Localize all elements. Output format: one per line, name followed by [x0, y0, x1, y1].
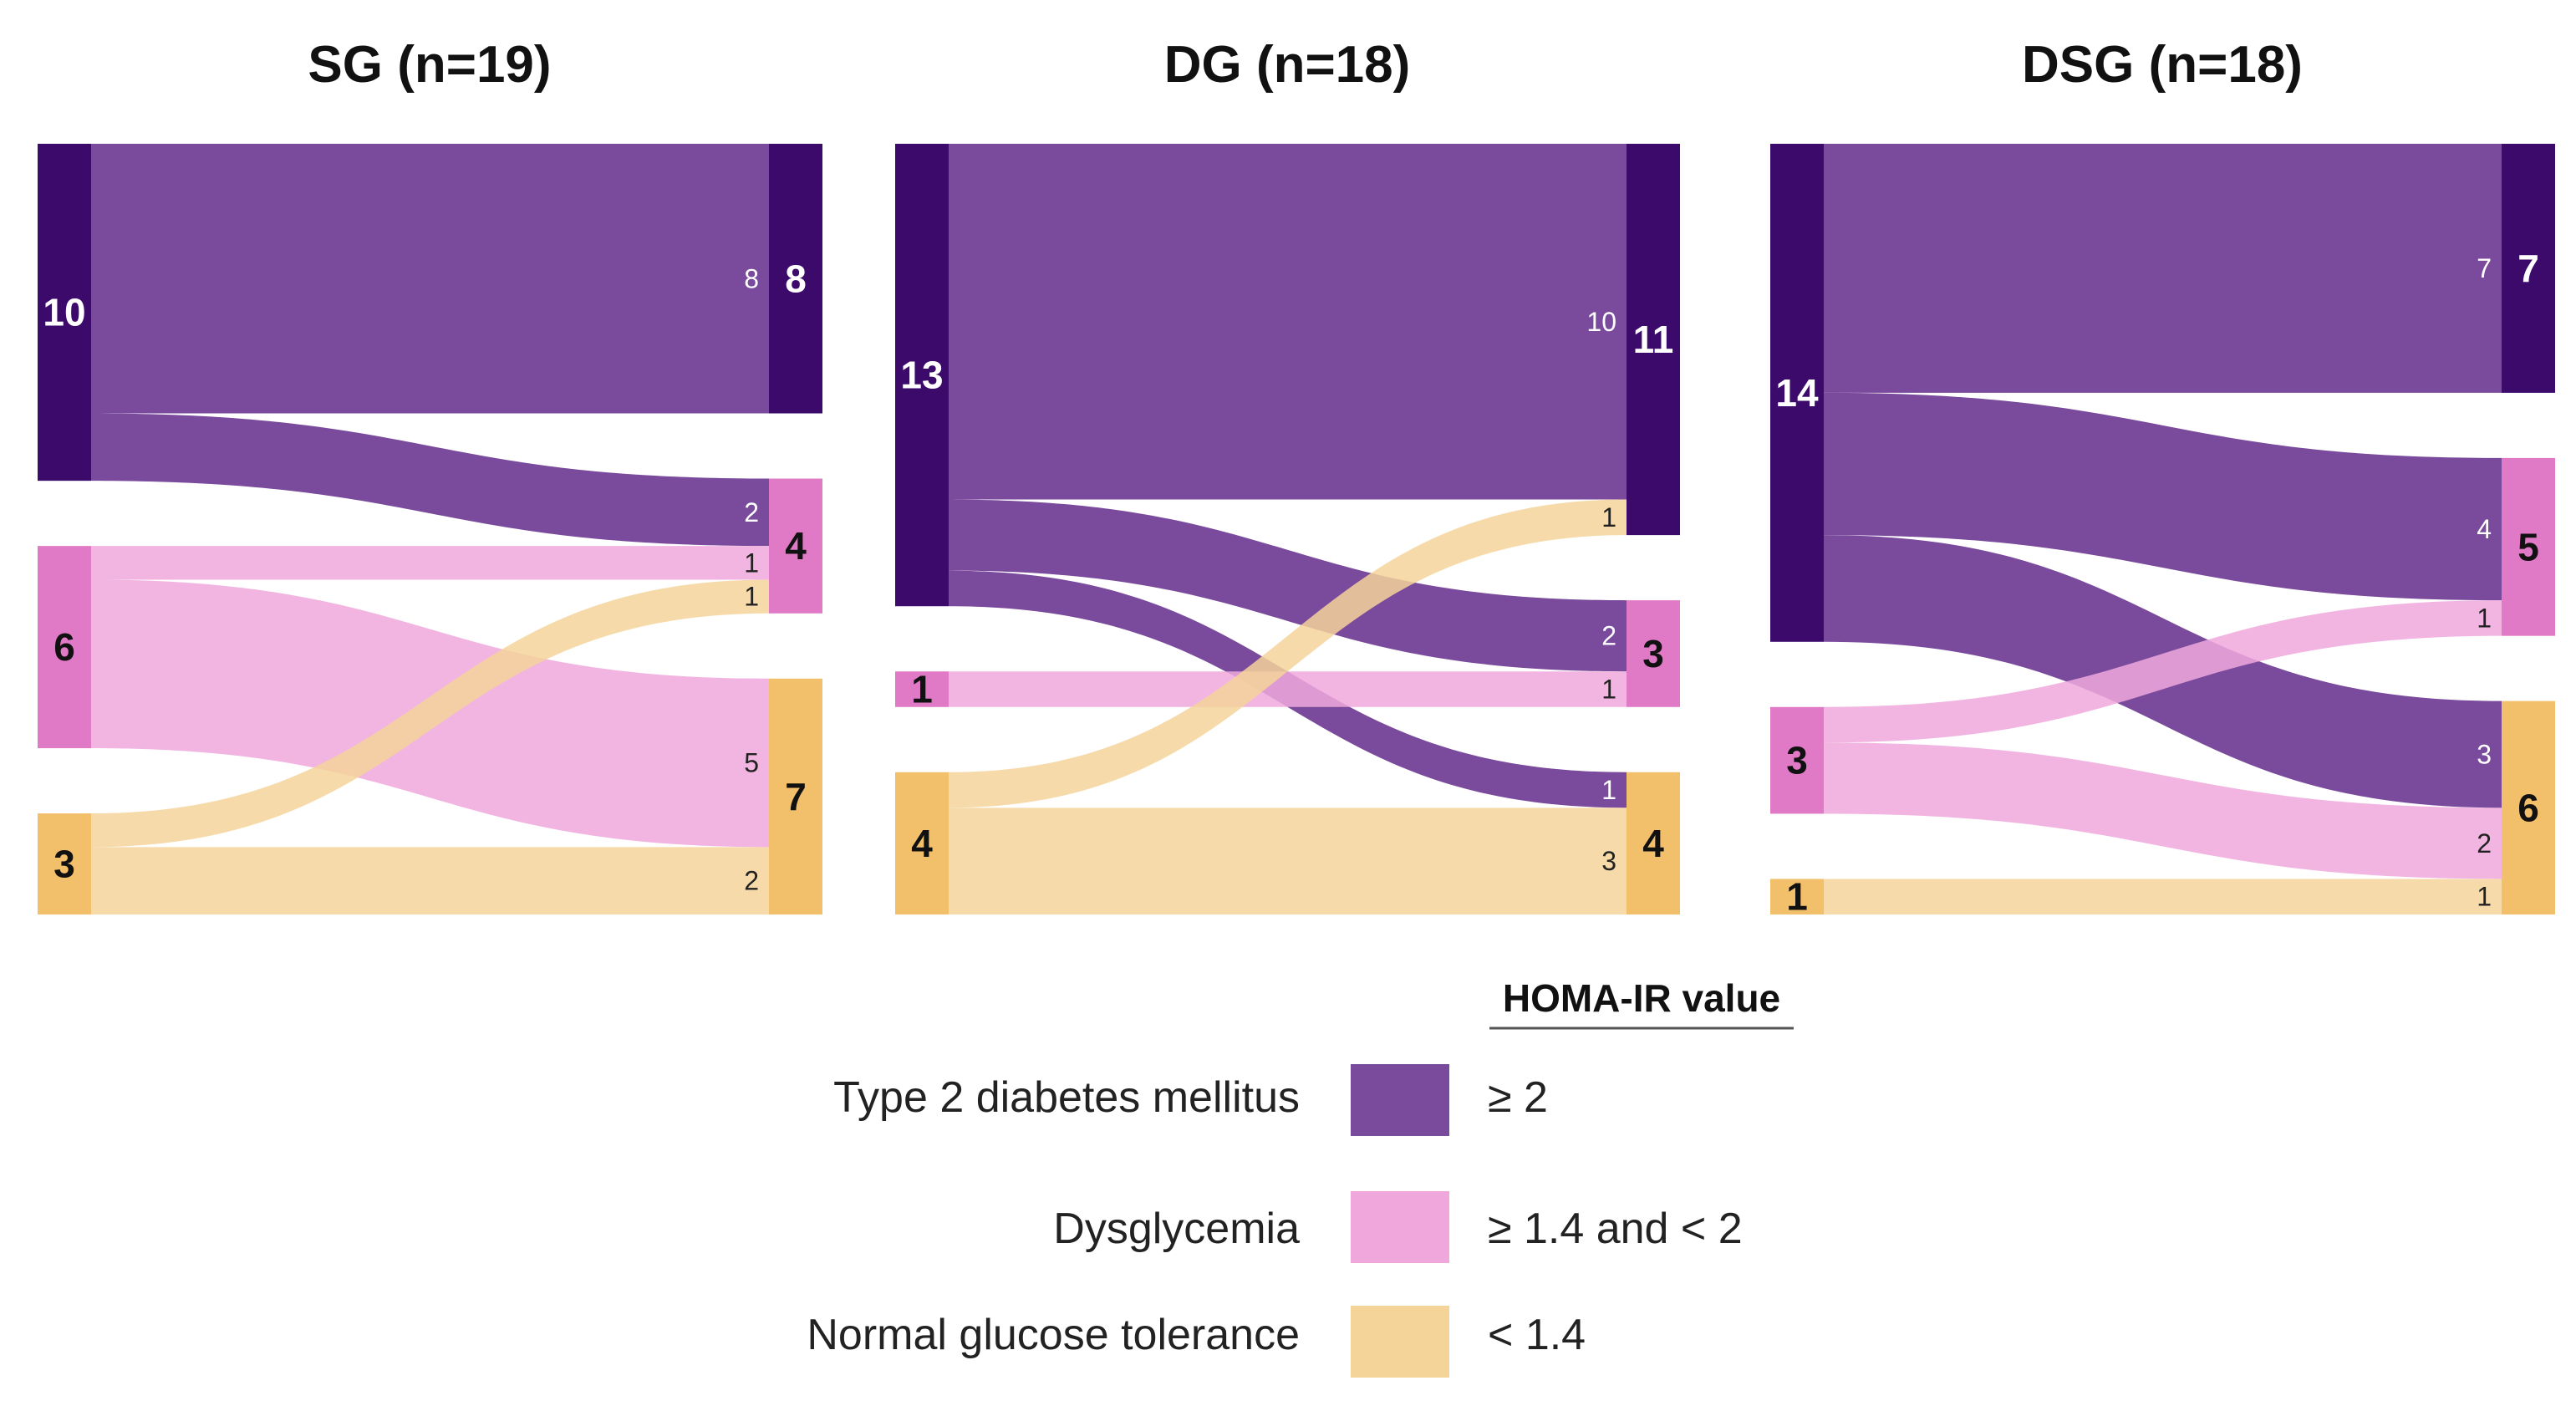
flow-value-label: 2 — [2477, 828, 2492, 858]
right-node-label: 4 — [1642, 822, 1664, 865]
flow-ngt-to-ngt — [91, 847, 769, 914]
left-node-label: 1 — [1786, 875, 1808, 919]
flow-t2dm-to-t2dm — [1824, 144, 2502, 393]
sankey-panel-3: DSG (n=18) 7 4 3 1 2 1 14 3 1 7 5 6 — [1770, 36, 2555, 919]
left-node-t2dm — [895, 144, 949, 607]
flow-t2dm-to-t2dm — [91, 144, 769, 414]
flow-value-label: 1 — [2477, 603, 2492, 633]
legend-value-ngt: < 1.4 — [1488, 1311, 1586, 1359]
flow-value-label: 1 — [1601, 675, 1616, 705]
flow-value-label: 1 — [744, 582, 759, 612]
left-node-label: 4 — [911, 822, 933, 865]
flow-value-label: 5 — [744, 748, 759, 778]
flow-value-label: 4 — [2477, 514, 2492, 544]
right-node-label: 8 — [785, 257, 807, 300]
flow-value-label: 1 — [2477, 882, 2492, 912]
flows — [949, 144, 1627, 914]
flows — [91, 144, 769, 914]
flow-ngt-to-dys — [91, 579, 769, 848]
legend-label-t2dm: Type 2 diabetes mellitus — [833, 1073, 1300, 1122]
right-node-dys — [2502, 457, 2555, 636]
left-node-ngt — [1770, 879, 1824, 914]
right-node-label: 4 — [785, 524, 807, 568]
flow-t2dm-to-t2dm — [949, 144, 1627, 500]
flow-t2dm-to-dys — [1824, 392, 2502, 601]
left-node-dys — [38, 546, 91, 749]
flow-t2dm-to-dys — [91, 413, 769, 547]
right-node-label: 3 — [1642, 632, 1664, 675]
left-node-t2dm — [1770, 144, 1824, 642]
left-node-label: 14 — [1775, 371, 1819, 415]
flow-dys-to-dys — [949, 671, 1627, 707]
left-node-dys — [895, 671, 949, 707]
right-node-ngt — [1627, 772, 1680, 914]
legend-value-t2dm: ≥ 2 — [1488, 1073, 1548, 1122]
sankey-panel-1: SG (n=19) 8 2 1 5 1 2 10 6 3 8 4 7 — [38, 36, 822, 914]
right-node-label: 5 — [2517, 525, 2539, 568]
flows — [1824, 144, 2502, 914]
flow-value-label: 3 — [1601, 846, 1616, 876]
legend-label-dys: Dysglycemia — [1053, 1205, 1300, 1253]
flow-value-label: 2 — [744, 866, 759, 896]
right-node-dys — [1627, 600, 1680, 707]
flow-value-label: 7 — [2477, 253, 2492, 283]
panel-title: DG (n=18) — [1164, 36, 1411, 94]
legend-label-ngt: Normal glucose tolerance — [807, 1311, 1300, 1359]
panel-title: SG (n=19) — [308, 36, 551, 94]
flow-value-label: 2 — [744, 497, 759, 527]
right-node-ngt — [2502, 700, 2555, 914]
flow-dys-to-ngt — [1824, 742, 2502, 879]
legend-swatch-ngt — [1351, 1306, 1449, 1378]
left-node-label: 10 — [43, 291, 85, 334]
right-node-t2dm — [1627, 144, 1680, 536]
left-node-label: 6 — [53, 625, 75, 669]
left-node-label: 3 — [53, 843, 75, 886]
right-node-dys — [769, 478, 822, 614]
left-node-label: 13 — [900, 354, 943, 397]
legend-value-dys: ≥ 1.4 and < 2 — [1488, 1205, 1743, 1253]
right-node-label: 7 — [2517, 247, 2539, 290]
left-node-t2dm — [38, 144, 91, 481]
right-node-label: 6 — [2517, 786, 2539, 829]
flow-ngt-to-ngt — [1824, 879, 2502, 914]
flow-dys-to-dys — [1824, 600, 2502, 743]
flow-ngt-to-t2dm — [949, 499, 1627, 808]
left-node-label: 3 — [1786, 739, 1808, 782]
right-node-label: 7 — [785, 775, 807, 818]
flow-t2dm-to-dys — [949, 499, 1627, 672]
flow-value-label: 3 — [2477, 740, 2492, 770]
flow-value-label: 2 — [1601, 621, 1616, 651]
flow-value-label: 8 — [744, 263, 759, 293]
legend-swatch-dys — [1351, 1191, 1449, 1263]
left-node-ngt — [38, 813, 91, 914]
flow-value-label: 1 — [744, 548, 759, 578]
right-node-t2dm — [2502, 144, 2555, 393]
left-node-dys — [1770, 706, 1824, 814]
legend: HOMA-IR value Type 2 diabetes mellitus ≥… — [807, 976, 1794, 1378]
flow-dys-to-dys — [91, 546, 769, 580]
flow-value-label: 1 — [1601, 502, 1616, 532]
right-node-label: 11 — [1633, 318, 1674, 361]
flow-value-label: 1 — [1601, 775, 1616, 805]
panel-title: DSG (n=18) — [2022, 36, 2303, 94]
legend-heading: HOMA-IR value — [1503, 976, 1780, 1020]
legend-swatch-t2dm — [1351, 1064, 1449, 1136]
left-node-label: 1 — [911, 668, 933, 711]
flow-ngt-to-ngt — [949, 807, 1627, 914]
left-node-ngt — [895, 772, 949, 914]
right-node-t2dm — [769, 144, 822, 414]
flow-value-label: 10 — [1586, 307, 1616, 337]
right-node-ngt — [769, 678, 822, 914]
